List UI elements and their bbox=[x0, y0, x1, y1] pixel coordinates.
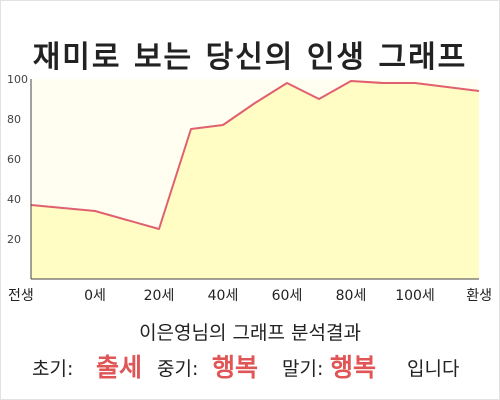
series-line bbox=[30, 80, 480, 230]
x-tick-label: 40세 bbox=[208, 288, 239, 304]
early-value: 출세 bbox=[96, 353, 143, 382]
chart-title: 재미로 보는 당신의 인생 그래프 bbox=[32, 40, 468, 75]
late-value: 행복 bbox=[330, 353, 377, 382]
mid-value: 행복 bbox=[212, 353, 259, 382]
x-tick-label: 80세 bbox=[336, 288, 367, 304]
analysis-subtitle: 이은영님의 그래프 분석결과 bbox=[139, 322, 361, 344]
early-label: 초기: bbox=[32, 358, 74, 380]
x-tick-label: 0세 bbox=[84, 288, 106, 304]
x-tick-label: 60세 bbox=[272, 288, 303, 304]
area-fill bbox=[31, 81, 479, 279]
y-tick-label: 80 bbox=[7, 113, 21, 126]
late-label: 말기: bbox=[282, 358, 324, 380]
y-tick-label: 40 bbox=[7, 193, 21, 206]
x-tick-label: 20세 bbox=[144, 288, 175, 304]
mid-label: 중기: bbox=[157, 358, 199, 380]
y-tick-label: 20 bbox=[7, 233, 21, 246]
analysis-summary: 초기: 출세 중기: 행복 말기: 행복 입니다 bbox=[0, 348, 500, 384]
summary-ending: 입니다 bbox=[407, 358, 460, 380]
x-tick-label: 100세 bbox=[395, 288, 435, 304]
x-tick-label: 전생 bbox=[8, 288, 34, 304]
y-tick-label: 100 bbox=[7, 73, 28, 86]
y-tick-label: 60 bbox=[7, 153, 21, 166]
x-tick-label: 환생 bbox=[466, 288, 492, 304]
